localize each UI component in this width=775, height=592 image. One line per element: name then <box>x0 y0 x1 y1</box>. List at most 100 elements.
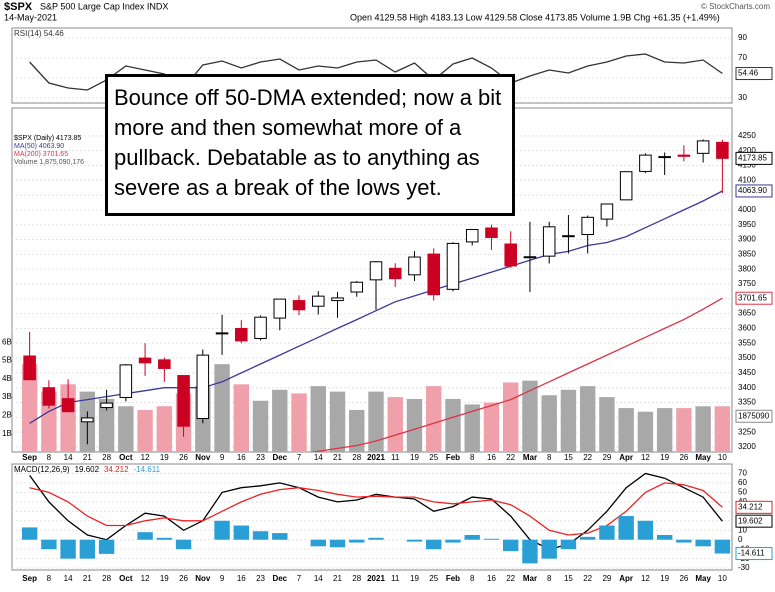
volume-bar <box>541 395 557 452</box>
x-tick-label: 2021 <box>367 574 385 583</box>
value-tag: 4063.90 <box>735 184 773 198</box>
candle-body <box>61 398 75 413</box>
histogram-bar <box>368 537 384 540</box>
x-tick-label: 12 <box>141 574 150 583</box>
y-tick-label: 4100 <box>738 175 756 184</box>
x-tick-label: Apr <box>619 574 633 583</box>
annotation: Bounce off 50-DMA extended; now a bit mo… <box>105 74 515 216</box>
histogram-bar <box>637 520 654 540</box>
histogram-bar <box>579 536 596 540</box>
x-tick-label: 29 <box>602 453 611 462</box>
volume-bar <box>98 398 115 452</box>
x-tick-label: 22 <box>506 453 515 462</box>
y-tick-label: 4200 <box>738 146 756 155</box>
histogram-bar <box>214 520 230 540</box>
x-tick-label: 26 <box>679 453 688 462</box>
volume-bar <box>349 409 365 452</box>
candle-body <box>311 295 325 307</box>
histogram-bar <box>618 516 634 540</box>
y-tick-label: 4150 <box>738 161 756 170</box>
x-tick-label: May <box>695 453 711 462</box>
x-tick-label: Oct <box>119 574 133 583</box>
x-tick-label: 8 <box>547 453 552 462</box>
x-tick-label: 7 <box>297 574 302 583</box>
credit: © StockCharts.com <box>701 2 770 11</box>
value-tag-label: 34.212 <box>738 502 763 511</box>
candle-body <box>100 402 113 409</box>
volume-bar <box>252 400 269 452</box>
x-tick-label: 22 <box>583 574 592 583</box>
value-tag-box <box>735 547 773 561</box>
value-tag-box <box>735 291 773 305</box>
volume-bar <box>233 384 249 452</box>
histogram-bar <box>522 539 538 564</box>
y-tick-label: 4250 <box>738 131 756 140</box>
x-tick-label: Sep <box>22 574 37 583</box>
x-tick-label: Nov <box>195 453 211 462</box>
value-tag-box <box>735 184 773 198</box>
candle-body <box>292 300 306 311</box>
x-tick-label: 21 <box>333 574 342 583</box>
y-tick-label: 3450 <box>738 368 756 377</box>
x-tick-label: Dec <box>272 574 287 583</box>
value-tag-label: 4063.90 <box>738 186 767 195</box>
x-tick-label: 12 <box>141 453 150 462</box>
value-tag: 1875090 <box>735 409 773 423</box>
candle-body <box>716 141 729 159</box>
candle-body <box>619 171 633 201</box>
candle-body <box>427 253 441 296</box>
y-tick-label: -30 <box>738 563 750 572</box>
histogram-bar <box>714 539 731 554</box>
volume-bar <box>676 408 692 452</box>
candle-body <box>254 316 267 340</box>
y-tick-label: 70 <box>738 469 747 478</box>
histogram-bar <box>98 539 115 554</box>
moving-average <box>310 297 723 452</box>
x-tick-label: 23 <box>256 453 265 462</box>
value-tag: -14.611 <box>735 547 773 561</box>
x-tick-label: 11 <box>391 453 400 462</box>
volume-tick-label: 1B <box>2 429 12 438</box>
value-tag: 54.46 <box>735 67 773 81</box>
candle-body <box>562 235 575 238</box>
value-tag: 3701.65 <box>735 291 773 305</box>
candle-body <box>408 256 421 276</box>
histogram-bar <box>21 527 38 540</box>
candle-body <box>523 256 537 259</box>
x-tick-label: Oct <box>119 453 133 462</box>
legend-entry: 34.212 <box>104 465 129 474</box>
x-tick-label: 28 <box>102 574 111 583</box>
y-tick-label: 3850 <box>738 249 756 258</box>
x-tick-label: Mar <box>523 453 537 462</box>
panel-title: MACD(12,26,9) <box>14 465 70 474</box>
y-tick-label: 3800 <box>738 264 756 273</box>
value-tag-label: 54.46 <box>738 69 759 78</box>
candle-body <box>119 364 133 398</box>
volume-bar <box>579 386 596 452</box>
y-tick-label: 3600 <box>738 324 756 333</box>
x-tick-label: Dec <box>272 453 287 462</box>
x-tick-label: Feb <box>446 574 460 583</box>
volume-bar <box>445 398 461 452</box>
quote: Open 4129.58 High 4183.13 Low 4129.58 Cl… <box>350 12 720 22</box>
histogram-bar <box>464 534 480 540</box>
volume-bar <box>406 398 423 452</box>
x-tick-label: 22 <box>506 574 515 583</box>
y-tick-label: 3750 <box>738 279 756 288</box>
legend-entry: Volume 1,875,090,176 <box>14 159 84 166</box>
x-tick-label: 11 <box>391 574 400 583</box>
histogram-bar <box>41 539 57 550</box>
volume-bar <box>714 406 731 452</box>
x-tick-label: 8 <box>470 574 475 583</box>
x-tick-label: 9 <box>220 453 225 462</box>
x-tick-label: 19 <box>160 574 169 583</box>
volume-bar <box>560 389 577 452</box>
volume-bar <box>368 391 384 452</box>
candle-body <box>350 281 364 293</box>
volume-bar <box>21 364 38 452</box>
volume-bar <box>41 391 57 452</box>
histogram-bar <box>79 539 96 559</box>
panel-frame <box>11 463 733 571</box>
x-tick-label: 16 <box>237 453 246 462</box>
x-tick-label: 10 <box>718 574 727 583</box>
